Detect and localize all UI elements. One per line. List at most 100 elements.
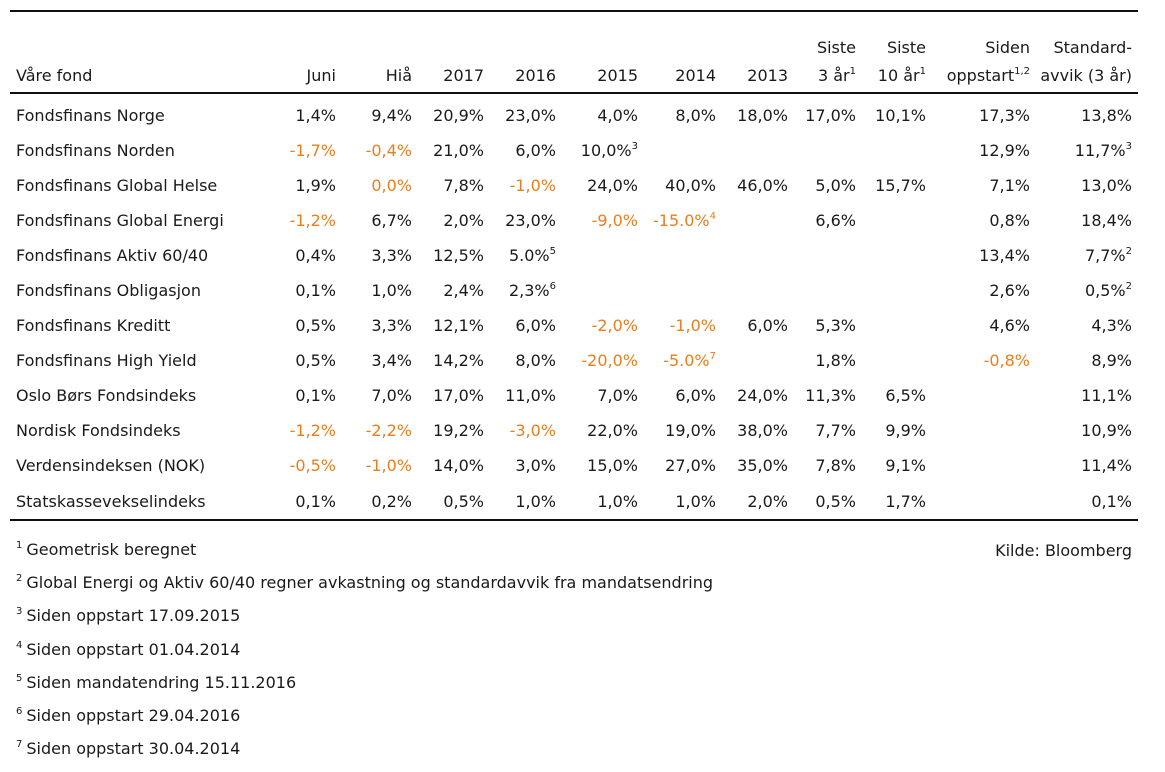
table-row: Fondsfinans High Yield 0,5% 3,4% 14,2% 8,0% -… [10,343,1138,378]
footnote: 6 Siden oppstart 29.04.2016 [16,699,713,732]
return-cell [644,273,722,308]
table-header: Våre fond Juni Hiå 2017 2016 2015 2014 2013 Sist… [10,12,1138,94]
return-cell: 1,0% [644,483,722,521]
cell-value: 1,8% [815,351,856,370]
cell-value: -1,0% [509,176,556,195]
footnote-number: 7 [16,739,23,751]
return-cell [862,343,932,378]
cell-value: 6,5% [885,386,926,405]
source-note: Kilde: Bloomberg [995,541,1132,560]
return-cell: 19,0% [644,413,722,448]
fund-name: Fondsfinans Global Energi [16,211,224,230]
return-cell: -1,2% [276,413,342,448]
return-cell: 0,2% [342,483,418,521]
footnote-text: Siden oppstart 30.04.2014 [26,739,241,759]
cell-value: 17,0% [805,106,856,125]
return-cell: 6,0% [490,133,562,168]
cell-value: 3,3% [371,316,412,335]
cell-value: -1,0% [669,316,716,335]
return-cell [932,483,1036,521]
footnote-marker: 1 [919,66,926,77]
cell-value: 5,0% [815,176,856,195]
cell-value: 19,2% [433,421,484,440]
return-cell: -0,4% [342,133,418,168]
column-header-label: 2015 [597,66,638,85]
cell-value: 0,5% [1084,281,1126,300]
return-cell [862,203,932,238]
return-cell: -15.0%4 [644,203,722,238]
column-header-label-line2: oppstart [946,66,1015,85]
cell-value: 6,0% [515,141,556,160]
return-cell: -2,2% [342,413,418,448]
column-header-label: Siste [886,38,926,57]
cell-value: 3,0% [515,456,556,475]
return-cell: 24,0% [562,168,644,203]
return-cell: -1,0% [644,308,722,343]
cell-value: 1,0% [597,491,638,511]
footnote-text: Siden oppstart 29.04.2016 [26,705,241,725]
cell-value: 7,0% [597,386,638,405]
return-cell [794,133,862,168]
return-cell [722,203,794,238]
cell-value: 13,4% [979,246,1030,265]
return-cell: 1,4% [276,93,342,133]
return-cell [722,273,794,308]
return-cell: -9,0% [562,203,644,238]
cell-value: 7,1% [989,176,1030,195]
cell-value: 11,7% [1074,141,1126,160]
return-cell: 22,0% [562,413,644,448]
return-cell: 8,0% [490,343,562,378]
return-cell: 20,9% [418,93,490,133]
column-header: Siste 3 år1 [794,12,862,94]
cell-value: 1,4% [295,106,336,125]
footnote-number: 4 [16,639,23,651]
return-cell: 15,7% [862,168,932,203]
cell-value: 19,0% [665,421,716,440]
return-cell: 0,1% [276,273,342,308]
column-header-label: 2013 [747,66,788,85]
return-cell: 1,8% [794,343,862,378]
cell-value: -2,0% [591,316,638,335]
column-header-label-line2: 10 år [877,66,920,85]
cell-value: 40,0% [665,176,716,195]
return-cell: 11,4% [1036,448,1138,483]
return-cell: -1,7% [276,133,342,168]
return-cell: 18,0% [722,93,794,133]
return-cell: 0,1% [276,378,342,413]
cell-value: -1,0% [365,456,412,475]
cell-value: 9,4% [371,106,412,125]
header-row: Våre fond Juni Hiå 2017 2016 2015 2014 2013 Sist… [10,12,1138,94]
footnote-marker: 7 [709,351,716,362]
return-cell [932,448,1036,483]
cell-value: 8,9% [1091,351,1132,370]
cell-value: 17,3% [979,106,1030,125]
fund-name: Statskassevekselindeks [10,483,276,521]
return-cell: 13,8% [1036,93,1138,133]
cell-value: 7,7% [815,421,856,440]
footnote-marker: 4 [709,211,716,222]
return-cell: -0,8% [932,343,1036,378]
cell-value: 12,9% [979,141,1030,160]
return-cell [862,308,932,343]
column-header-label: Våre fond [16,66,93,85]
column-header-label: 2014 [675,66,716,85]
cell-value: 0,1% [295,491,336,511]
return-cell [794,273,862,308]
return-cell [722,133,794,168]
footnote-marker: 3 [1125,141,1132,152]
footnote-marker: 1 [849,66,856,77]
return-cell: 2,4% [418,273,490,308]
cell-value: 12,5% [433,246,484,265]
cell-value: 14,0% [433,456,484,475]
return-cell [644,238,722,273]
return-cell: 21,0% [418,133,490,168]
return-cell: 14,0% [418,448,490,483]
column-header: 2016 [490,12,562,94]
return-cell: 0,4% [276,238,342,273]
return-cell [932,378,1036,413]
return-cell: 15,0% [562,448,644,483]
cell-value: 0,5% [295,351,336,370]
cell-value: 9,9% [885,421,926,440]
return-cell: 11,7%3 [1036,133,1138,168]
column-header: 2015 [562,12,644,94]
